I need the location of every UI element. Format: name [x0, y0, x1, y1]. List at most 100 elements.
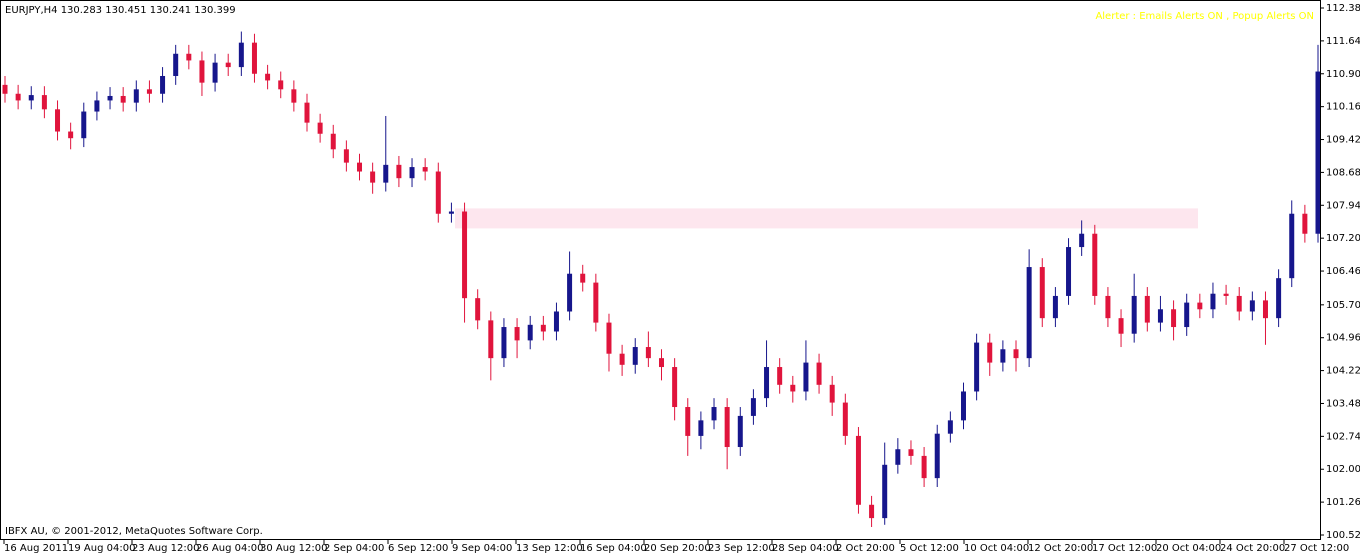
candle-body — [81, 111, 87, 139]
y-tick-label: 102.740 — [1326, 431, 1360, 442]
candle-body — [737, 415, 743, 448]
candle-body — [475, 298, 481, 321]
candle-body — [133, 89, 139, 103]
candle-body — [330, 133, 336, 150]
y-tick-label: 107.200 — [1326, 233, 1360, 244]
y-tick-label: 112.380 — [1326, 3, 1360, 14]
candle-body — [1079, 233, 1085, 248]
candle-body — [2, 84, 8, 94]
x-tick-label: 26 Aug 04:00 — [196, 543, 263, 554]
candle-body — [698, 420, 704, 436]
x-tick-label: 5 Oct 12:00 — [900, 543, 959, 554]
candle-body — [225, 62, 231, 68]
x-tick-label: 24 Oct 20:00 — [1220, 543, 1285, 554]
x-tick-label: 16 Aug 2011 — [4, 543, 68, 554]
candle-body — [462, 211, 468, 299]
candle-body — [317, 122, 323, 134]
candle-body — [1276, 278, 1282, 319]
x-tick-label: 17 Oct 12:00 — [1092, 543, 1157, 554]
x-tick-label: 20 Oct 04:00 — [1156, 543, 1221, 554]
x-tick-label: 2 Sep 04:00 — [324, 543, 384, 554]
candle-body — [448, 211, 454, 214]
candle-body — [1039, 267, 1045, 319]
candle-body — [1000, 349, 1006, 363]
candle-body — [160, 75, 166, 94]
candle-body — [1066, 247, 1072, 296]
candle-body — [606, 322, 612, 354]
price-zone — [455, 208, 1198, 229]
candle-body — [829, 384, 835, 403]
candle-body — [842, 402, 848, 436]
candle-body — [908, 449, 914, 456]
x-tick-label: 2 Oct 20:00 — [836, 543, 895, 554]
x-tick-label: 12 Oct 20:00 — [1028, 543, 1093, 554]
candle-body — [947, 420, 953, 434]
x-tick-label: 27 Oct 12:00 — [1284, 543, 1349, 554]
candle-body — [15, 93, 21, 101]
candle-body — [816, 362, 822, 385]
candle-body — [396, 164, 402, 179]
candle-body — [173, 53, 179, 76]
x-tick-label: 10 Oct 04:00 — [964, 543, 1029, 554]
candle-body — [265, 73, 271, 81]
candle-body — [659, 358, 664, 368]
candle-body — [1236, 295, 1242, 312]
chart-header: EURJPY,H4 130.283 130.451 130.241 130.39… — [5, 5, 236, 16]
plot-frame — [0, 0, 1321, 540]
candle-body — [619, 353, 625, 365]
candle-body — [55, 109, 61, 132]
candle-body — [488, 320, 494, 359]
footer: IBFX AU, © 2001-2012, MetaQuotes Softwar… — [5, 526, 263, 537]
y-tick-label: 104.220 — [1326, 366, 1360, 377]
candle-body — [1184, 302, 1190, 328]
x-tick-label: 30 Aug 12:00 — [260, 543, 327, 554]
candle-body — [1105, 295, 1111, 319]
x-tick-label: 13 Sep 12:00 — [516, 543, 583, 554]
candle-body — [632, 347, 638, 365]
x-tick-label: 23 Sep 12:00 — [708, 543, 775, 554]
y-tick-label: 104.960 — [1326, 333, 1360, 344]
candle-body — [146, 89, 152, 94]
x-tick-label: 19 Aug 04:00 — [68, 543, 135, 554]
annotation: Alerter : Emails Alerts ON , Popup Alert… — [1095, 11, 1314, 22]
candle-body — [593, 282, 599, 323]
candle-body — [567, 273, 573, 312]
candle-body — [343, 149, 349, 163]
y-tick-label: 106.460 — [1326, 266, 1360, 277]
candle-body — [711, 407, 717, 421]
candle-body — [1026, 267, 1032, 359]
candle-body — [921, 455, 927, 479]
candle-body — [540, 324, 546, 332]
candle-body — [1131, 295, 1137, 334]
candle-body — [750, 398, 756, 416]
candle-body — [1052, 295, 1058, 319]
candle-body — [1289, 213, 1295, 279]
y-tick-label: 110.160 — [1326, 102, 1360, 113]
y-tick-label: 100.520 — [1326, 530, 1360, 541]
candle-body — [435, 171, 441, 214]
x-tick-label: 23 Aug 12:00 — [132, 543, 199, 554]
candle-body — [1171, 309, 1177, 328]
candle-body — [1210, 293, 1216, 310]
candle-body — [68, 131, 74, 139]
candle-body — [869, 504, 875, 519]
y-tick-label: 108.680 — [1326, 167, 1360, 178]
candle-body — [960, 391, 966, 421]
candle-body — [1262, 300, 1268, 319]
y-tick-label: 103.480 — [1326, 398, 1360, 409]
candle-body — [855, 435, 861, 505]
candle-body — [1197, 302, 1203, 310]
candle-body — [1092, 233, 1098, 296]
candle-body — [186, 53, 192, 61]
candle-body — [501, 327, 507, 359]
candle-body — [107, 95, 113, 101]
candle-body — [370, 171, 376, 183]
candle-body — [580, 273, 586, 283]
candle-body — [1249, 300, 1255, 312]
candle-body — [251, 42, 257, 74]
candle-body — [199, 60, 205, 83]
candle-body — [685, 407, 691, 436]
y-tick-label: 102.000 — [1326, 464, 1360, 475]
candle-body — [645, 347, 651, 359]
